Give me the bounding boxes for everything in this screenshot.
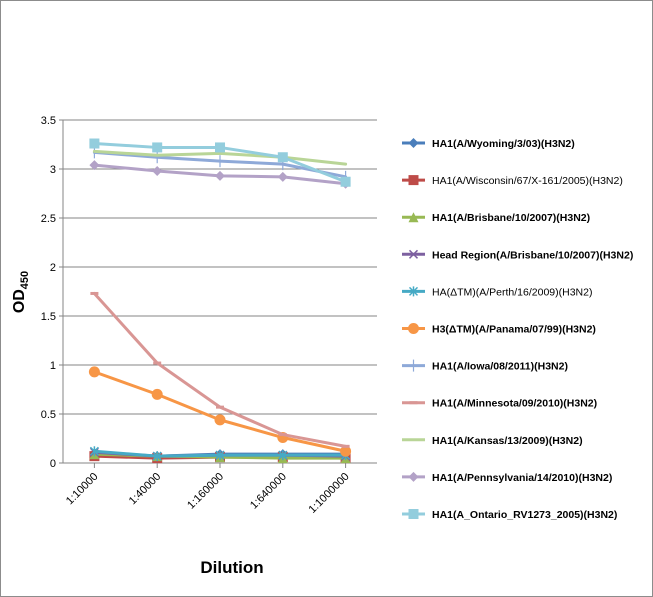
y-axis-title-group: OD450 [11,271,31,313]
x-tick-label: 1:40000 [127,471,164,508]
legend-label: HA(ΔTM)(A/Perth/16/2009)(H3N2) [432,286,592,298]
y-tick-label: 2 [50,262,56,274]
y-tick-label: 0 [50,458,56,470]
legend-item: H3(ΔTM)(A/Panama/07/99)(H3N2) [402,323,596,336]
y-axis-title: OD450 [11,271,31,313]
circle-marker [88,366,100,378]
x-tick-label: 1:160000 [185,471,226,512]
square-marker [277,152,288,163]
legend-item: HA1(A/Pennsylvania/14/2010)(H3N2) [402,471,612,484]
legend-label: HA1(A/Kansas/13/2009)(H3N2) [432,435,583,447]
legend-label: HA1(A/Wisconsin/67/X-161/2005)(H3N2) [432,175,623,187]
legend-item: HA1(A/Wisconsin/67/X-161/2005)(H3N2) [402,175,623,187]
series-group [88,138,352,464]
square-marker [89,138,100,149]
legend-item: HA1(A/Iowa/08/2011)(H3N2) [402,359,568,373]
x-axis-title: Dilution [200,558,263,577]
diamond-marker [89,160,100,171]
circle-marker [151,388,163,400]
series-10 [89,138,351,187]
square-marker [408,175,419,186]
legend-label: Head Region(A/Brisbane/10/2007)(H3N2) [432,249,633,261]
legend-item: HA1(A/Brisbane/10/2007)(H3N2) [402,212,590,224]
y-tick-label: 0.5 [41,409,56,421]
asterisk-marker [278,450,288,461]
series-line [92,149,348,166]
legend-label: H3(ΔTM)(A/Panama/07/99)(H3N2) [432,324,596,336]
legend-label: HA1(A_Ontario_RV1273_2005)(H3N2) [432,509,617,521]
square-marker [215,142,225,153]
y-axis-title-main: OD [11,289,28,313]
asterisk-marker [408,286,419,297]
legend-label: HA1(A/Iowa/08/2011)(H3N2) [432,361,568,373]
diamond-marker [215,170,225,181]
x-tick-label: 1:640000 [248,471,289,512]
legend-item: HA(ΔTM)(A/Perth/16/2009)(H3N2) [402,286,592,298]
series-8 [92,149,348,166]
y-tick-label: 3.5 [41,115,56,127]
circle-marker [408,323,419,334]
triangle-marker [408,212,419,223]
legend-item: HA1(A/Wyoming/3/03)(H3N2) [402,138,575,150]
series-7 [90,291,350,448]
legend-label: HA1(A/Minnesota/09/2010)(H3N2) [432,398,597,410]
circle-marker [214,414,226,426]
legend-label: HA1(A/Brisbane/10/2007)(H3N2) [432,212,590,224]
x-tick-label: 1:10000 [64,471,101,508]
asterisk-marker [152,451,162,462]
diamond-marker [152,165,163,176]
square-marker [340,176,351,187]
legend: HA1(A/Wyoming/3/03)(H3N2) HA1(A/Wisconsin… [402,138,633,521]
circle-marker [340,445,352,457]
legend-item: HA1(A/Kansas/13/2009)(H3N2) [402,435,583,447]
x-tick-label: 1:1000000 [306,471,351,516]
diamond-marker [277,171,288,182]
legend-item: HA1(A/Minnesota/09/2010)(H3N2) [402,398,597,410]
diamond-marker [408,471,419,482]
asterisk-marker [215,450,225,461]
square-marker [152,142,163,153]
series-5 [88,366,352,457]
x-marker [408,249,419,259]
y-tick-label: 2.5 [41,213,56,225]
legend-item: HA1(A_Ontario_RV1273_2005)(H3N2) [402,509,617,521]
diamond-marker [408,138,419,148]
square-marker [408,509,419,519]
legend-item: Head Region(A/Brisbane/10/2007)(H3N2) [402,249,633,261]
legend-label: HA1(A/Wyoming/3/03)(H3N2) [432,138,575,150]
asterisk-marker [89,446,99,457]
y-tick-label: 1 [50,360,56,372]
y-tick-label: 3 [50,164,56,176]
y-axis-title-subscript: 450 [19,271,31,289]
legend-label: HA1(A/Pennsylvania/14/2010)(H3N2) [432,472,612,484]
y-tick-label: 1.5 [41,311,56,323]
gridlines [63,119,377,415]
